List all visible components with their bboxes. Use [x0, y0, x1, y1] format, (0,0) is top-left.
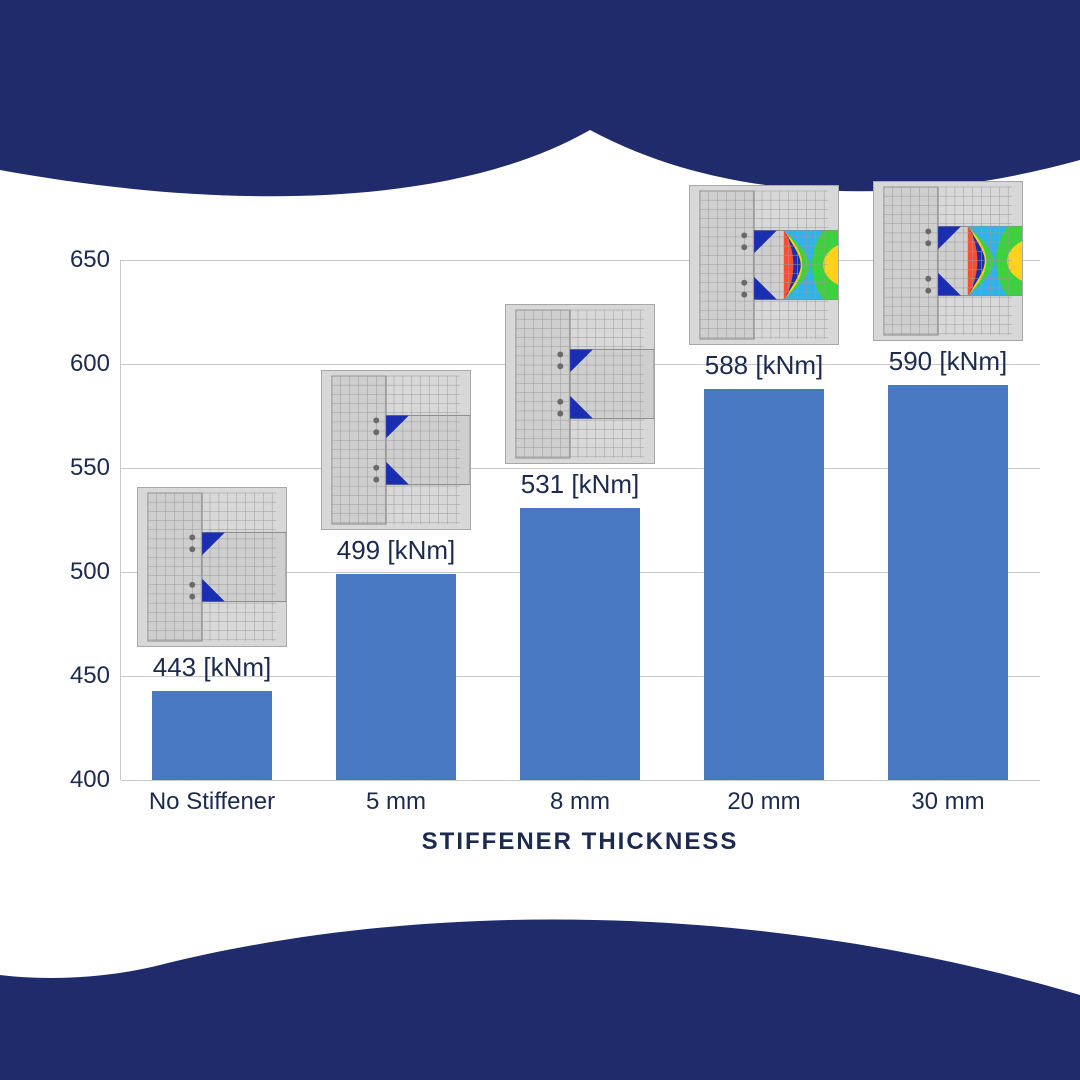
fea-thumbnail [689, 185, 839, 345]
bar [336, 574, 456, 780]
x-tick-label: 5 mm [306, 788, 486, 816]
bar [888, 385, 1008, 780]
bar [152, 691, 272, 780]
bar [704, 389, 824, 780]
y-tick-label: 500 [50, 558, 110, 586]
x-tick-label: No Stiffener [122, 788, 302, 816]
x-axis-labels: No Stiffener5 mm8 mm20 mm30 mm [120, 788, 1040, 816]
bar-column: 590 [kNm] [858, 385, 1038, 780]
bar-column: 531 [kNm] [490, 508, 670, 780]
y-tick-label: 400 [50, 766, 110, 794]
bar-column: 499 [kNm] [306, 574, 486, 780]
y-tick-label: 600 [50, 350, 110, 378]
y-tick-label: 650 [50, 246, 110, 274]
fea-thumbnail [321, 370, 471, 530]
bar-column: 588 [kNm] [674, 389, 854, 780]
bar-value-label: 588 [kNm] [664, 350, 864, 381]
bar [520, 508, 640, 780]
x-tick-label: 30 mm [858, 788, 1038, 816]
bar-chart: 400450500550600650 443 [kNm] 499 [kNm] 5… [50, 260, 1050, 900]
x-axis-title: STIFFENER THICKNESS [120, 828, 1040, 856]
bottom-decorative-band [0, 880, 1080, 1080]
gridline [121, 780, 1040, 781]
y-tick-label: 550 [50, 454, 110, 482]
bars-container: 443 [kNm] 499 [kNm] 531 [kNm] [120, 260, 1040, 780]
bar-value-label: 499 [kNm] [296, 535, 496, 566]
fea-thumbnail [137, 487, 287, 647]
bar-column: 443 [kNm] [122, 691, 302, 780]
x-tick-label: 20 mm [674, 788, 854, 816]
fea-thumbnail [505, 304, 655, 464]
bar-value-label: 531 [kNm] [480, 469, 680, 500]
bar-value-label: 590 [kNm] [848, 346, 1048, 377]
y-tick-label: 450 [50, 662, 110, 690]
fea-thumbnail [873, 181, 1023, 341]
x-tick-label: 8 mm [490, 788, 670, 816]
bar-value-label: 443 [kNm] [112, 652, 312, 683]
